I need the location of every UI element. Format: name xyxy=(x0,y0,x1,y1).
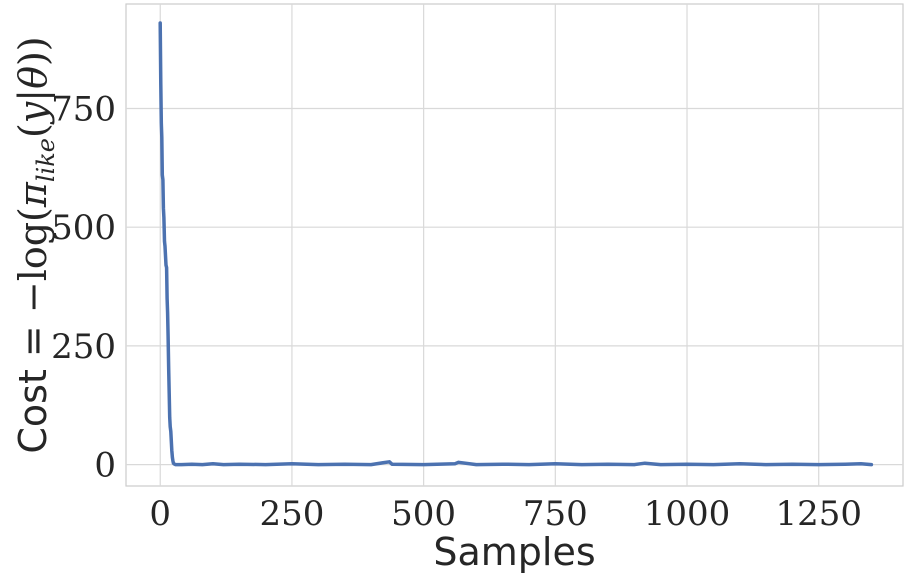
y-tick-labels: 0 250 500 750 xyxy=(51,89,116,485)
plot-area xyxy=(125,3,904,487)
y-tick-label: 0 xyxy=(94,446,116,486)
x-tick-label: 1000 xyxy=(644,494,731,534)
y-axis-title-part: π xyxy=(11,181,55,208)
x-tick-label: 250 xyxy=(259,494,324,534)
x-tick-label: 500 xyxy=(391,494,456,534)
y-axis-title-part: θ xyxy=(11,66,55,89)
x-axis-title: Samples xyxy=(433,530,595,574)
y-tick-label: 500 xyxy=(51,208,116,248)
y-axis-title-part: like xyxy=(32,138,60,182)
y-axis-title: Cost = −log(πlike(y|θ)) xyxy=(11,36,60,453)
y-axis-title-prefix: Cost = xyxy=(11,313,55,453)
y-axis-title-part: y xyxy=(11,101,55,125)
x-tick-label: 0 xyxy=(149,494,171,534)
y-axis-title-part: | xyxy=(11,89,55,102)
y-tick-label: 750 xyxy=(51,89,116,129)
cost-series-line xyxy=(158,21,874,467)
y-axis-title-part: −log( xyxy=(11,207,55,313)
y-axis-title-part: )) xyxy=(11,36,55,66)
x-tick-labels: 0 250 500 750 1000 1250 xyxy=(149,494,862,534)
y-axis-title-part: ( xyxy=(11,123,55,138)
x-tick-label: 1250 xyxy=(775,494,862,534)
x-tick-label: 750 xyxy=(523,494,588,534)
y-tick-label: 250 xyxy=(51,327,116,367)
